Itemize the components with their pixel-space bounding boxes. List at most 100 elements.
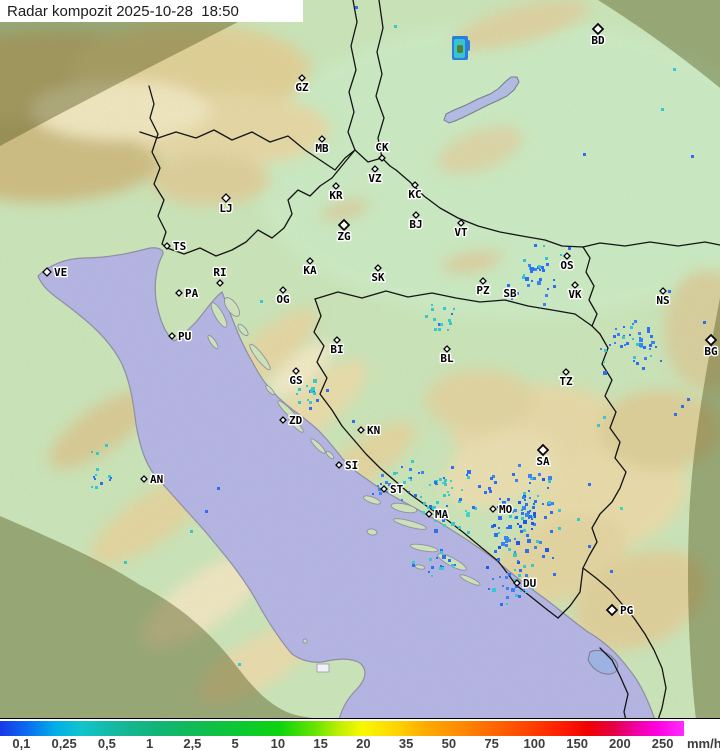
radar-echo-dot xyxy=(448,494,450,496)
city-marker-NS: NS xyxy=(655,287,671,308)
legend-tick-label: 0,5 xyxy=(97,736,116,751)
radar-echo-dot xyxy=(530,267,534,271)
radar-echo-dot xyxy=(431,566,434,569)
radar-echo-dot xyxy=(95,486,98,489)
radar-echo-dot xyxy=(505,576,508,579)
city-marker-TZ: TZ xyxy=(558,368,574,389)
radar-echo-dot xyxy=(531,280,533,282)
radar-echo-dot xyxy=(544,516,547,519)
radar-echo-dot xyxy=(523,520,527,524)
radar-echo-dot xyxy=(298,401,301,404)
radar-echo-dot xyxy=(429,558,432,561)
city-label-GZ: GZ xyxy=(295,81,309,94)
radar-echo-dot xyxy=(110,477,112,479)
radar-echo-dot xyxy=(538,265,541,268)
city-marker-DU: DU xyxy=(513,576,538,591)
city-label-PU: PU xyxy=(178,330,192,343)
radar-echo-dot xyxy=(502,501,506,505)
radar-echo-dot xyxy=(466,474,468,476)
radar-echo-dot xyxy=(414,494,417,497)
radar-echo-dot xyxy=(492,475,495,478)
city-diamond-icon xyxy=(412,211,420,219)
radar-echo-dot xyxy=(522,506,526,510)
city-label-PZ: PZ xyxy=(476,284,490,297)
city-label-BI: BI xyxy=(330,343,343,356)
city-marker-VT: VT xyxy=(453,219,469,240)
radar-echo-dot xyxy=(486,566,489,569)
radar-echo-dot xyxy=(425,315,428,318)
city-label-PA: PA xyxy=(185,287,199,300)
radar-echo-dot xyxy=(533,512,536,515)
radar-echo-dot xyxy=(515,516,518,519)
radar-echo-dot xyxy=(434,520,436,522)
radar-echo-dot xyxy=(306,385,308,387)
legend: 0,1 0,25 0,5 1 2,5 5 10 15 20 35 50 75 100 150 200 250 … xyxy=(0,718,720,751)
city-label-BG: BG xyxy=(704,345,718,358)
radar-echo-dot xyxy=(96,468,99,471)
city-diamond-icon xyxy=(605,603,619,617)
radar-echo-dot xyxy=(433,318,436,321)
radar-echo-dot xyxy=(498,527,500,529)
radar-echo-dot xyxy=(105,444,108,447)
radar-echo-dot xyxy=(309,401,312,404)
radar-echo-dot xyxy=(472,506,475,509)
radar-echo-dot xyxy=(537,495,539,497)
radar-echo-dot xyxy=(298,388,301,391)
radar-echo-dot xyxy=(438,515,440,517)
city-marker-SK: SK xyxy=(370,264,386,285)
radar-echo-dot xyxy=(613,335,616,338)
city-label-TZ: TZ xyxy=(559,375,573,388)
radar-echo-dot xyxy=(489,490,492,493)
radar-echo-dot xyxy=(528,490,530,492)
radar-echo-dot xyxy=(691,155,694,158)
city-diamond-icon xyxy=(216,279,224,287)
radar-echo-dot xyxy=(603,371,607,375)
radar-echo-dot xyxy=(537,281,541,285)
radar-echo-dot xyxy=(217,487,220,490)
radar-echo-dot xyxy=(467,512,470,515)
radar-echo-dot xyxy=(558,527,561,530)
city-label-RI: RI xyxy=(213,266,226,279)
radar-echo-dot xyxy=(539,541,542,544)
radar-echo-dot xyxy=(488,487,491,490)
radar-echo-dot xyxy=(632,323,634,325)
city-marker-VZ: VZ xyxy=(367,165,383,186)
radar-echo-dot xyxy=(326,389,329,392)
radar-echo-dot xyxy=(96,452,99,455)
radar-echo-dot xyxy=(449,322,452,325)
radar-echo-dot xyxy=(440,549,443,552)
radar-echo-dot xyxy=(95,474,97,476)
city-label-VT: VT xyxy=(454,226,468,239)
radar-echo-dot xyxy=(533,523,536,526)
radar-echo-dot xyxy=(525,513,529,517)
radar-echo-dot xyxy=(492,588,496,592)
legend-tick-label: 0,1 xyxy=(12,736,31,751)
radar-echo-dot xyxy=(661,108,664,111)
radar-echo-dot xyxy=(588,545,591,548)
radar-echo-dot xyxy=(610,570,613,573)
radar-echo-dot xyxy=(410,479,412,481)
radar-echo-dot xyxy=(531,564,534,567)
radar-echo-dot xyxy=(442,482,444,484)
radar-echo-dot xyxy=(630,326,633,329)
radar-echo-dot xyxy=(451,466,454,469)
city-marker-SA: SA xyxy=(535,443,551,469)
radar-echo-dot xyxy=(538,473,541,476)
radar-echo-dot xyxy=(520,590,522,592)
radar-echo-dot xyxy=(461,489,463,491)
radar-echo-dot xyxy=(444,479,447,482)
radar-echo-dot xyxy=(401,466,403,468)
radar-echo-dot xyxy=(431,304,433,306)
legend-tick-label: 5 xyxy=(231,736,239,751)
radar-echo-dot xyxy=(439,478,442,481)
radar-echo-dot xyxy=(442,516,445,519)
radar-echo-dot xyxy=(508,573,511,576)
city-diamond-icon xyxy=(479,277,487,285)
radar-echo-dot xyxy=(647,327,650,330)
city-marker-KC: KC xyxy=(407,181,423,202)
radar-echo-dot xyxy=(525,549,529,553)
radar-echo-dot xyxy=(647,330,650,333)
radar-echo-dot xyxy=(542,555,545,558)
radar-echo-dot xyxy=(632,338,634,340)
city-diamond-icon xyxy=(337,218,351,232)
